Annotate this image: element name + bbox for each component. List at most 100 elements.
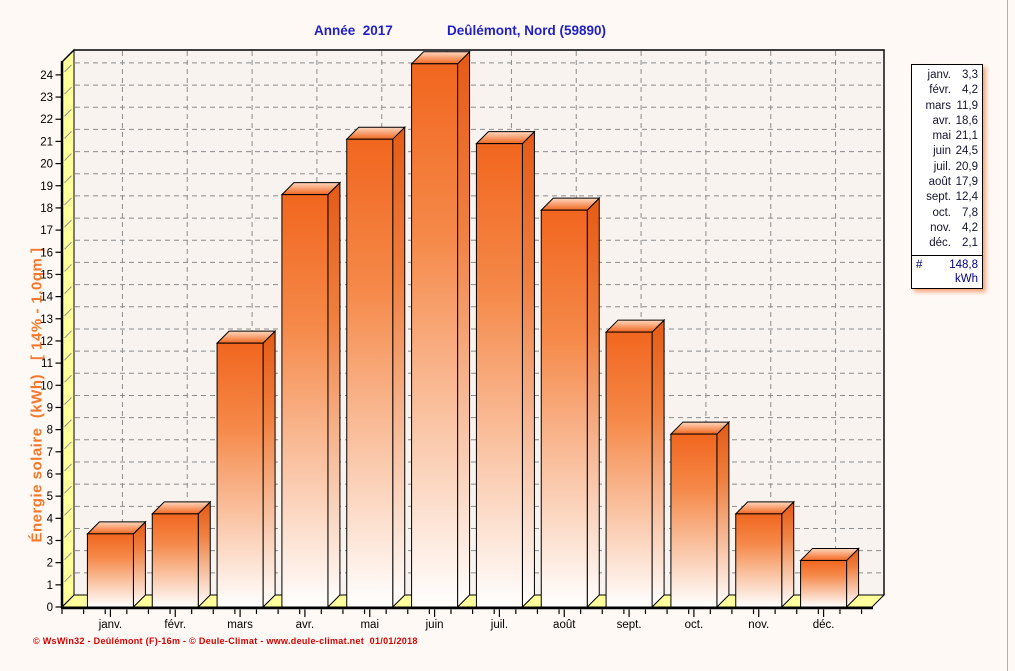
chart-title-year: Année 2017 xyxy=(314,23,393,38)
legend-row: juil. 20,9 xyxy=(912,160,982,175)
legend-value: 12,4 xyxy=(955,191,978,204)
wall-hatch xyxy=(64,530,72,538)
wall-hatch xyxy=(64,397,72,405)
legend-month: août xyxy=(928,176,951,189)
page-right-border xyxy=(1007,0,1008,671)
bar-mai xyxy=(345,125,406,609)
left-wall xyxy=(61,48,75,609)
legend-month: avr. xyxy=(932,114,951,127)
bar-janv. xyxy=(86,520,147,609)
x-tick-label: mars xyxy=(227,619,253,631)
y-tick-label: 16 xyxy=(40,247,53,259)
legend-value: 3,3 xyxy=(962,69,978,81)
wall-hatch xyxy=(64,552,72,561)
legend-value: 11,9 xyxy=(956,99,978,112)
y-tick-label: 1 xyxy=(47,580,53,592)
bar-avr. xyxy=(280,181,342,609)
wall-hatch xyxy=(64,485,72,494)
x-tick-label: déc. xyxy=(813,619,835,631)
y-tick-label: 17 xyxy=(40,225,53,237)
wall-hatch xyxy=(64,441,72,450)
legend-table: janv. 3,3 févr. 4,2 mars 11,9 avr. 18,6 mai 21,1 j… xyxy=(911,64,983,289)
y-tick-label: 18 xyxy=(40,203,53,215)
y-tick-label: 22 xyxy=(40,114,53,126)
legend-row: févr. 4,2 xyxy=(912,83,982,98)
y-tick-label: 24 xyxy=(40,70,53,82)
wall-hatch xyxy=(64,108,72,117)
bar-mars xyxy=(215,329,277,609)
y-tick-label: 15 xyxy=(40,269,53,281)
legend-row: mars 11,9 xyxy=(912,99,982,114)
x-tick-label: févr. xyxy=(164,619,186,631)
x-tick-label: oct. xyxy=(685,619,704,631)
y-tick-label: 7 xyxy=(47,447,53,459)
wall-hatch xyxy=(64,131,72,139)
y-tick-label: 8 xyxy=(47,425,53,437)
legend-month: févr. xyxy=(929,84,951,97)
bar-nov. xyxy=(734,500,795,609)
legend-month: sept. xyxy=(926,191,951,204)
legend-total-unit: kWh xyxy=(955,272,978,285)
legend-month: déc. xyxy=(929,237,951,250)
x-tick-label: nov. xyxy=(748,619,769,631)
legend-row: déc. 2,1 xyxy=(912,236,982,251)
wall-hatch xyxy=(64,153,72,161)
y-tick-label: 9 xyxy=(47,402,53,414)
x-tick-label: août xyxy=(553,619,576,631)
legend-row: janv. 3,3 xyxy=(912,68,982,83)
bar-juin xyxy=(410,50,471,609)
legend-value: 18,6 xyxy=(955,114,978,127)
wall-hatch xyxy=(64,175,72,184)
wall-hatch xyxy=(64,286,72,294)
legend-month: janv. xyxy=(927,69,951,81)
wall-hatch xyxy=(64,374,72,383)
x-tick-label: sept. xyxy=(617,619,642,631)
legend-month: juin xyxy=(933,145,951,158)
legend-value: 24,5 xyxy=(955,145,978,158)
y-tick-label: 12 xyxy=(40,336,53,348)
legend-row: mai 21,1 xyxy=(912,129,982,144)
x-tick-label: janv. xyxy=(98,619,122,631)
copyright-text: © WsWin32 - Deûlémont (F)-16m - © Deule-… xyxy=(33,636,418,646)
legend-row: nov. 4,2 xyxy=(912,221,982,236)
bar-févr. xyxy=(151,500,212,609)
wall-hatch xyxy=(64,308,72,317)
wall-hatch xyxy=(64,264,72,272)
y-tick-label: 23 xyxy=(40,92,53,104)
bar-juil. xyxy=(475,130,536,609)
wall-hatch xyxy=(64,241,72,250)
chart-title-station: Deûlémont, Nord (59890) xyxy=(447,23,607,38)
legend-value: 4,2 xyxy=(962,84,978,97)
wall-hatch xyxy=(64,419,72,427)
legend-month: mars xyxy=(925,99,951,112)
bar-oct. xyxy=(669,420,731,609)
y-tick-label: 11 xyxy=(41,358,53,370)
y-tick-label: 19 xyxy=(40,181,53,193)
y-tick-label: 10 xyxy=(40,380,53,392)
x-tick-label: juin xyxy=(425,619,444,631)
axes xyxy=(55,61,873,617)
wall-hatch xyxy=(64,330,72,339)
y-tick-label: 13 xyxy=(40,314,53,326)
legend-separator xyxy=(912,254,982,256)
y-tick-label: 21 xyxy=(40,136,53,148)
legend-value: 21,1 xyxy=(955,130,978,143)
y-tick-label: 14 xyxy=(40,292,53,304)
bar-sept. xyxy=(604,318,666,609)
wall-hatch xyxy=(64,463,72,472)
y-tick-label: 2 xyxy=(47,558,53,570)
legend-row: oct. 7,8 xyxy=(912,206,982,221)
legend-row: avr. 18,6 xyxy=(912,114,982,129)
y-tick-label: 20 xyxy=(40,159,53,171)
bar-déc. xyxy=(799,547,860,609)
legend-value: 4,2 xyxy=(962,221,978,234)
wall-hatch xyxy=(64,352,72,361)
legend-rows: janv. 3,3 févr. 4,2 mars 11,9 avr. 18,6 mai 21,1 j… xyxy=(912,68,982,252)
y-tick-label: 6 xyxy=(47,469,53,481)
legend-month: juil. xyxy=(933,160,951,173)
legend-value: 17,9 xyxy=(955,176,978,189)
y-tick-label: 0 xyxy=(47,602,53,614)
legend-total-value: 148,8 xyxy=(949,258,978,271)
